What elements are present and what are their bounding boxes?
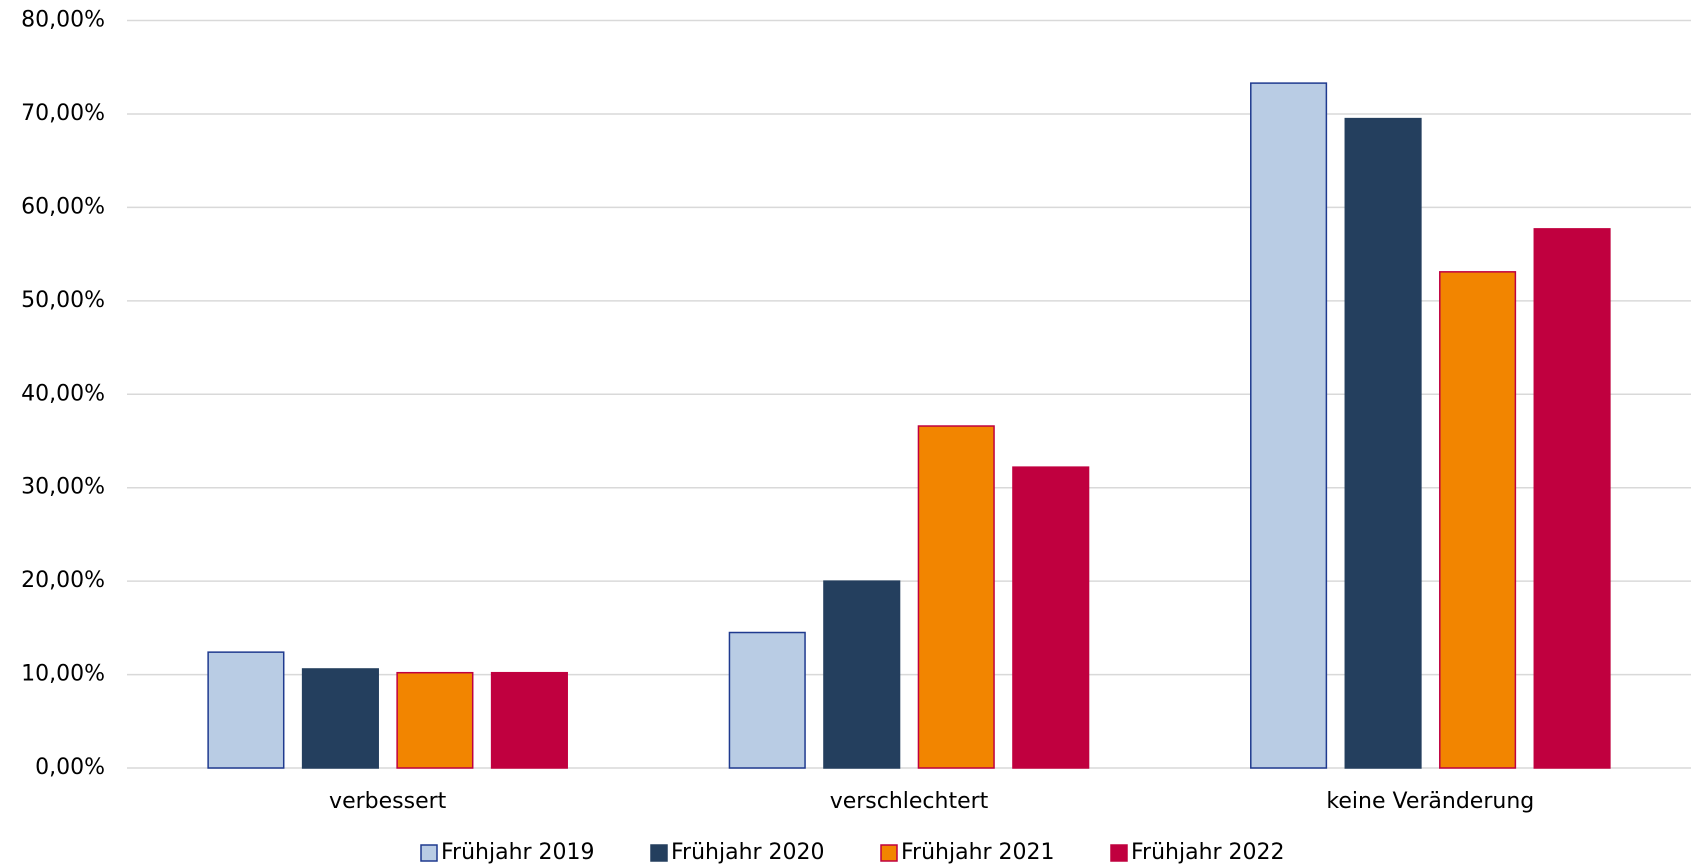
- bar: [728, 631, 806, 769]
- legend-swatch: [1110, 844, 1128, 862]
- bar: [301, 668, 379, 769]
- legend-label: Frühjahr 2020: [671, 840, 825, 865]
- legend-label: Frühjahr 2022: [1131, 840, 1285, 865]
- legend-label: Frühjahr 2019: [441, 840, 595, 865]
- bar: [1439, 271, 1517, 769]
- bar: [207, 651, 285, 769]
- bar: [396, 671, 474, 769]
- y-tick-label: 80,00%: [21, 8, 105, 33]
- bar: [1012, 466, 1090, 769]
- y-tick-label: 70,00%: [21, 101, 105, 126]
- y-tick-label: 30,00%: [21, 475, 105, 500]
- bar: [823, 580, 901, 769]
- y-tick-label: 60,00%: [21, 194, 105, 219]
- y-tick-label: 20,00%: [21, 568, 105, 593]
- bar: [1533, 228, 1611, 769]
- x-tick-label: keine Veränderung: [1326, 789, 1534, 814]
- y-tick-label: 40,00%: [21, 381, 105, 406]
- legend-swatch: [650, 844, 668, 862]
- y-tick-label: 10,00%: [21, 662, 105, 687]
- x-tick-label: verbessert: [329, 789, 447, 814]
- legend-label: Frühjahr 2021: [901, 840, 1055, 865]
- y-tick-label: 50,00%: [21, 288, 105, 313]
- bar: [1344, 117, 1422, 769]
- bar: [917, 425, 995, 769]
- legend-swatch: [420, 844, 438, 862]
- x-tick-label: verschlechtert: [830, 789, 989, 814]
- legend-swatch: [880, 844, 898, 862]
- bar: [1250, 82, 1328, 769]
- y-tick-label: 0,00%: [35, 755, 105, 780]
- bar: [490, 671, 568, 769]
